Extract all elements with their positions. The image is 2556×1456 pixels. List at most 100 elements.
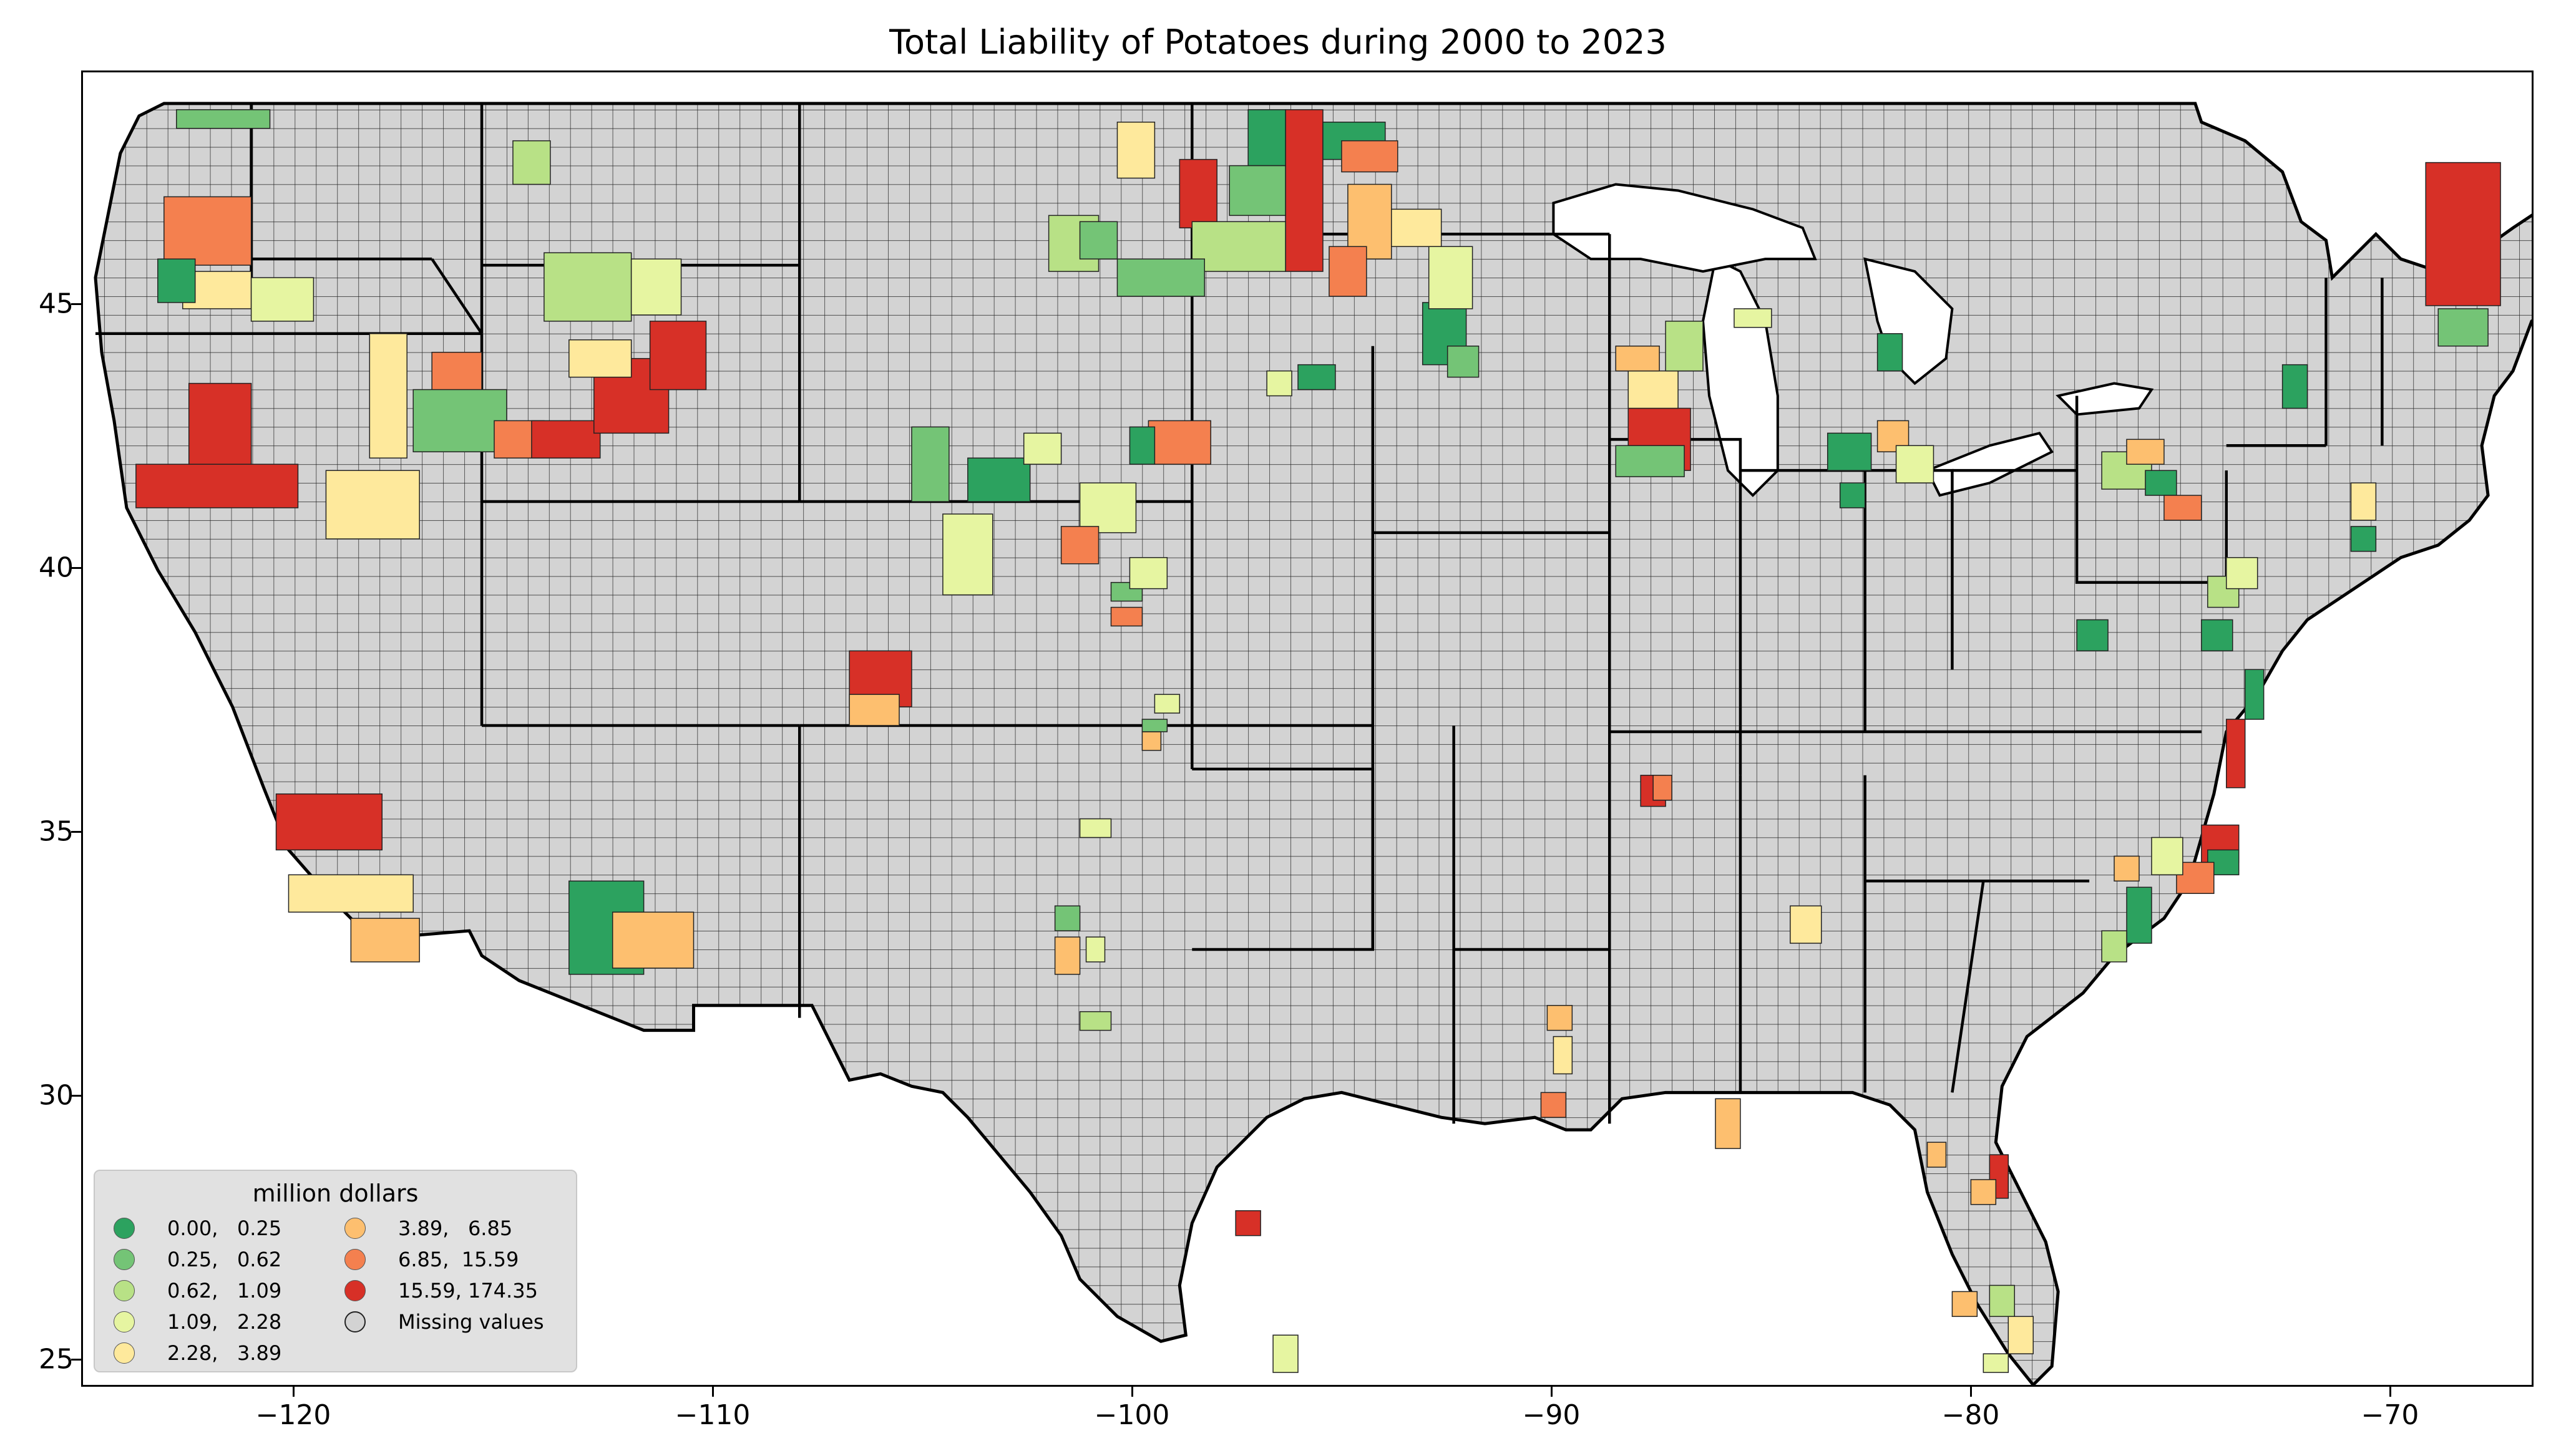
x-tick-label: −90 bbox=[1522, 1399, 1581, 1431]
county-stevens-ks bbox=[1154, 694, 1181, 714]
lake-erie bbox=[1925, 432, 2054, 497]
us-outline bbox=[94, 102, 2532, 1385]
county-putnam-fl bbox=[1970, 1179, 1997, 1205]
legend-item: 15.59, 174.35 bbox=[344, 1276, 538, 1306]
county-grant-ks bbox=[1141, 719, 1168, 732]
x-tick-mark bbox=[1970, 1387, 1972, 1397]
legend-label: 2.28, 3.89 bbox=[167, 1341, 282, 1365]
county-montcalm-mi bbox=[1827, 432, 1872, 471]
county-hidalgo-tx bbox=[1272, 1334, 1299, 1373]
county-stutsman-nd bbox=[1079, 221, 1118, 260]
county-northampton-va bbox=[2225, 719, 2246, 789]
county-hillsborough-fl bbox=[1951, 1291, 1978, 1318]
county-minidoka-id bbox=[531, 420, 601, 459]
county-kern-ca bbox=[275, 793, 383, 851]
county-hartley-tx bbox=[1054, 905, 1081, 931]
county-kittson-mn bbox=[1341, 140, 1398, 173]
county-escambia-al bbox=[1790, 905, 1822, 944]
county-klamath-or bbox=[188, 382, 252, 477]
legend-swatch bbox=[344, 1249, 366, 1270]
legend-title: million dollars bbox=[252, 1180, 419, 1207]
county-umatilla-or bbox=[250, 277, 315, 322]
x-tick-label: −100 bbox=[1094, 1399, 1170, 1431]
legend-label: 0.00, 0.25 bbox=[167, 1216, 282, 1240]
county-tensas-la bbox=[1553, 1036, 1573, 1075]
x-tick-mark bbox=[1551, 1387, 1553, 1397]
x-tick-mark bbox=[293, 1387, 295, 1397]
legend-swatch bbox=[344, 1311, 366, 1332]
county-buffalo-ne bbox=[1060, 526, 1100, 565]
legend-item: Missing values bbox=[344, 1307, 544, 1337]
legend-item: 0.00, 0.25 bbox=[114, 1213, 281, 1243]
county-rock-ne bbox=[1129, 426, 1156, 465]
county-lake-mt bbox=[512, 140, 551, 185]
legend-swatch bbox=[344, 1218, 366, 1239]
lake-huron bbox=[1863, 257, 1954, 386]
county-cochise-az bbox=[612, 911, 695, 969]
county-lamb-tx bbox=[1079, 1011, 1112, 1031]
x-tick-mark bbox=[1131, 1387, 1133, 1397]
y-tick-mark bbox=[71, 1359, 81, 1361]
county-malheur-or bbox=[369, 333, 407, 459]
legend-item: 2.28, 3.89 bbox=[114, 1338, 281, 1368]
y-tick-label: 35 bbox=[39, 815, 74, 848]
legend-swatch bbox=[344, 1280, 366, 1301]
county-aroostook-me bbox=[2425, 162, 2501, 306]
county-adams-wi bbox=[1615, 445, 1685, 477]
legend-label: 3.89, 6.85 bbox=[398, 1216, 513, 1240]
county-becker-mn bbox=[1391, 208, 1442, 247]
y-tick-mark bbox=[71, 831, 81, 833]
legend-swatch bbox=[114, 1342, 135, 1364]
county-castro-tx bbox=[1085, 936, 1106, 963]
county-weld-co bbox=[942, 513, 993, 596]
county-waushara-wi bbox=[1627, 370, 1679, 409]
county-kandiyohi-mn bbox=[1266, 370, 1292, 397]
county-cass-nd bbox=[1116, 258, 1206, 297]
legend-item: 3.89, 6.85 bbox=[344, 1213, 512, 1243]
county-berks-pa bbox=[2076, 619, 2109, 652]
legend-label: 0.62, 1.09 bbox=[167, 1279, 282, 1303]
county-cheshire-mo bbox=[1652, 775, 1672, 801]
county-red-river-nd-2 bbox=[1179, 158, 1217, 229]
legend-item: 6.85, 15.59 bbox=[344, 1245, 519, 1274]
map-plot-area bbox=[81, 70, 2534, 1387]
legend: million dollars 0.00, 0.25 0.25, 0.62 0.… bbox=[94, 1170, 577, 1372]
county-baldwin-al bbox=[1715, 1098, 1741, 1149]
legend-item: 0.62, 1.09 bbox=[114, 1276, 281, 1306]
county-aroostook-north-ny bbox=[2281, 364, 2308, 409]
y-tick-mark bbox=[71, 303, 81, 305]
county-beaverhead-mt bbox=[630, 258, 682, 316]
county-traill-nd bbox=[1191, 221, 1286, 272]
county-benson-nd bbox=[1116, 122, 1156, 179]
county-imperial-ca bbox=[350, 918, 420, 963]
county-grant-wa bbox=[163, 196, 252, 266]
lake-superior bbox=[1552, 183, 1817, 273]
county-martin-fl bbox=[1983, 1353, 2009, 1373]
county-columbus-nc bbox=[2101, 930, 2127, 963]
county-suffolk-ny bbox=[2145, 470, 2177, 496]
legend-label: 0.25, 0.62 bbox=[167, 1248, 282, 1271]
y-tick-label: 30 bbox=[39, 1079, 74, 1112]
legend-label: 15.59, 174.35 bbox=[398, 1279, 538, 1303]
legend-swatch bbox=[114, 1249, 135, 1270]
legend-item: 1.09, 2.28 bbox=[114, 1307, 281, 1337]
county-cheyenne-ne bbox=[911, 426, 950, 502]
county-la-ca bbox=[288, 874, 414, 913]
x-tick-mark bbox=[712, 1387, 714, 1397]
county-modoc-ca bbox=[135, 463, 299, 508]
county-humboldt-nv bbox=[325, 470, 420, 540]
legend-label: 1.09, 2.28 bbox=[167, 1310, 282, 1334]
county-dawson-ne bbox=[1079, 482, 1137, 533]
county-oneida-wi bbox=[1734, 308, 1772, 328]
legend-label: 6.85, 15.59 bbox=[398, 1248, 519, 1271]
county-lauderdale-la bbox=[1546, 1004, 1573, 1031]
county-kimball-ne bbox=[1023, 432, 1062, 465]
county-alamance-nc bbox=[2114, 855, 2140, 882]
county-gratiot-mi bbox=[1895, 445, 1934, 483]
county-polk-mn bbox=[1329, 246, 1367, 297]
county-box-butte-ne bbox=[967, 457, 1031, 502]
county-kent-mi bbox=[1839, 482, 1866, 508]
legend-swatch bbox=[114, 1280, 135, 1301]
county-palm-beach-fl bbox=[2007, 1316, 2034, 1354]
y-tick-label: 40 bbox=[39, 551, 74, 584]
